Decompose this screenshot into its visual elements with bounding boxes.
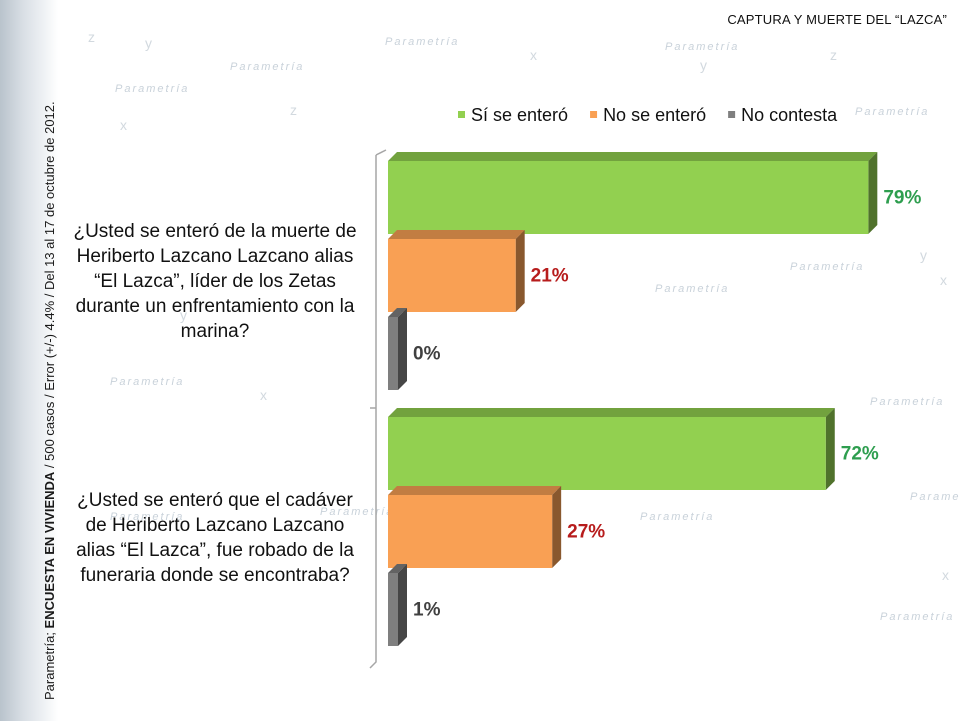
question-1-label: ¿Usted se enteró de la muerte de Heriber… (73, 221, 357, 342)
watermark-text: Parametría (665, 41, 739, 53)
axis-line (369, 155, 377, 669)
bar-top-2-3 (388, 564, 407, 573)
axis-cap (375, 149, 387, 156)
watermark-text: Parametría (115, 83, 189, 95)
watermark-text: Parametría (910, 491, 961, 503)
watermark-letter: y (700, 57, 707, 73)
bar-1-1 (388, 161, 869, 234)
question-2-label: ¿Usted se enteró que el cadáver de Herib… (76, 490, 354, 586)
watermark-text: Parametría (110, 376, 184, 388)
watermark-letter: x (940, 272, 947, 288)
data-label-2-2: 27% (567, 522, 605, 543)
sidebar-decoration (0, 0, 58, 721)
data-label-1-3: 0% (413, 344, 441, 365)
bar-top-2-1 (388, 408, 835, 417)
bar-side-2-2 (552, 486, 562, 568)
bar-top-1-1 (388, 152, 878, 161)
watermark-text: Parametría (230, 61, 304, 73)
data-label-1-2: 21% (531, 266, 569, 287)
watermark-text: Parametría (110, 511, 184, 523)
data-label-1-1: 79% (883, 188, 921, 209)
watermark-letter: z (290, 102, 297, 118)
bar-2-3 (388, 573, 398, 646)
data-label-2-3: 1% (413, 600, 441, 621)
watermark-letter: y (180, 307, 187, 323)
watermark-letter: x (530, 47, 537, 63)
watermark-letter: y (920, 247, 927, 263)
bar-top-1-2 (388, 230, 525, 239)
watermark-letter: x (942, 567, 949, 583)
legend-label-2: No se enteró (603, 105, 706, 125)
watermark-text: Parametría (880, 611, 954, 623)
legend-swatch-3 (728, 111, 736, 118)
watermark-text: Parametría (790, 261, 864, 273)
data-label-2-1: 72% (841, 444, 879, 465)
watermark-text: Parametría (855, 106, 929, 118)
watermark-text: Parametría (640, 511, 714, 523)
bar-side-1-2 (515, 230, 525, 312)
bar-side-2-3 (398, 564, 407, 646)
legend-swatch-2 (590, 111, 598, 118)
bar-top-2-2 (388, 486, 562, 495)
legend-swatch-1 (458, 111, 465, 118)
watermark-text: Parametría (320, 506, 394, 518)
legend-label-3: No contesta (741, 105, 838, 125)
watermark-text: Parametría (870, 396, 944, 408)
bar-side-1-3 (398, 308, 407, 390)
bar-side-1-1 (868, 152, 878, 234)
bar-2-2 (388, 495, 553, 568)
bar-side-2-1 (825, 408, 835, 490)
bar-top-1-3 (388, 308, 407, 317)
watermark-text: Parametría (385, 36, 459, 48)
bar-1-2 (388, 239, 516, 312)
watermark-letter: x (120, 117, 127, 133)
bar-2-1 (388, 417, 826, 490)
bar-1-3 (388, 317, 398, 390)
watermark-letter: z (830, 47, 837, 63)
legend-label-1: Sí se enteró (471, 105, 568, 125)
watermark-letter: y (145, 35, 152, 51)
watermark-letter: z (88, 29, 95, 45)
watermark-letter: x (260, 387, 267, 403)
page-title: CAPTURA Y MUERTE DEL “LAZCA” (727, 12, 947, 27)
watermark-text: Parametría (655, 283, 729, 295)
